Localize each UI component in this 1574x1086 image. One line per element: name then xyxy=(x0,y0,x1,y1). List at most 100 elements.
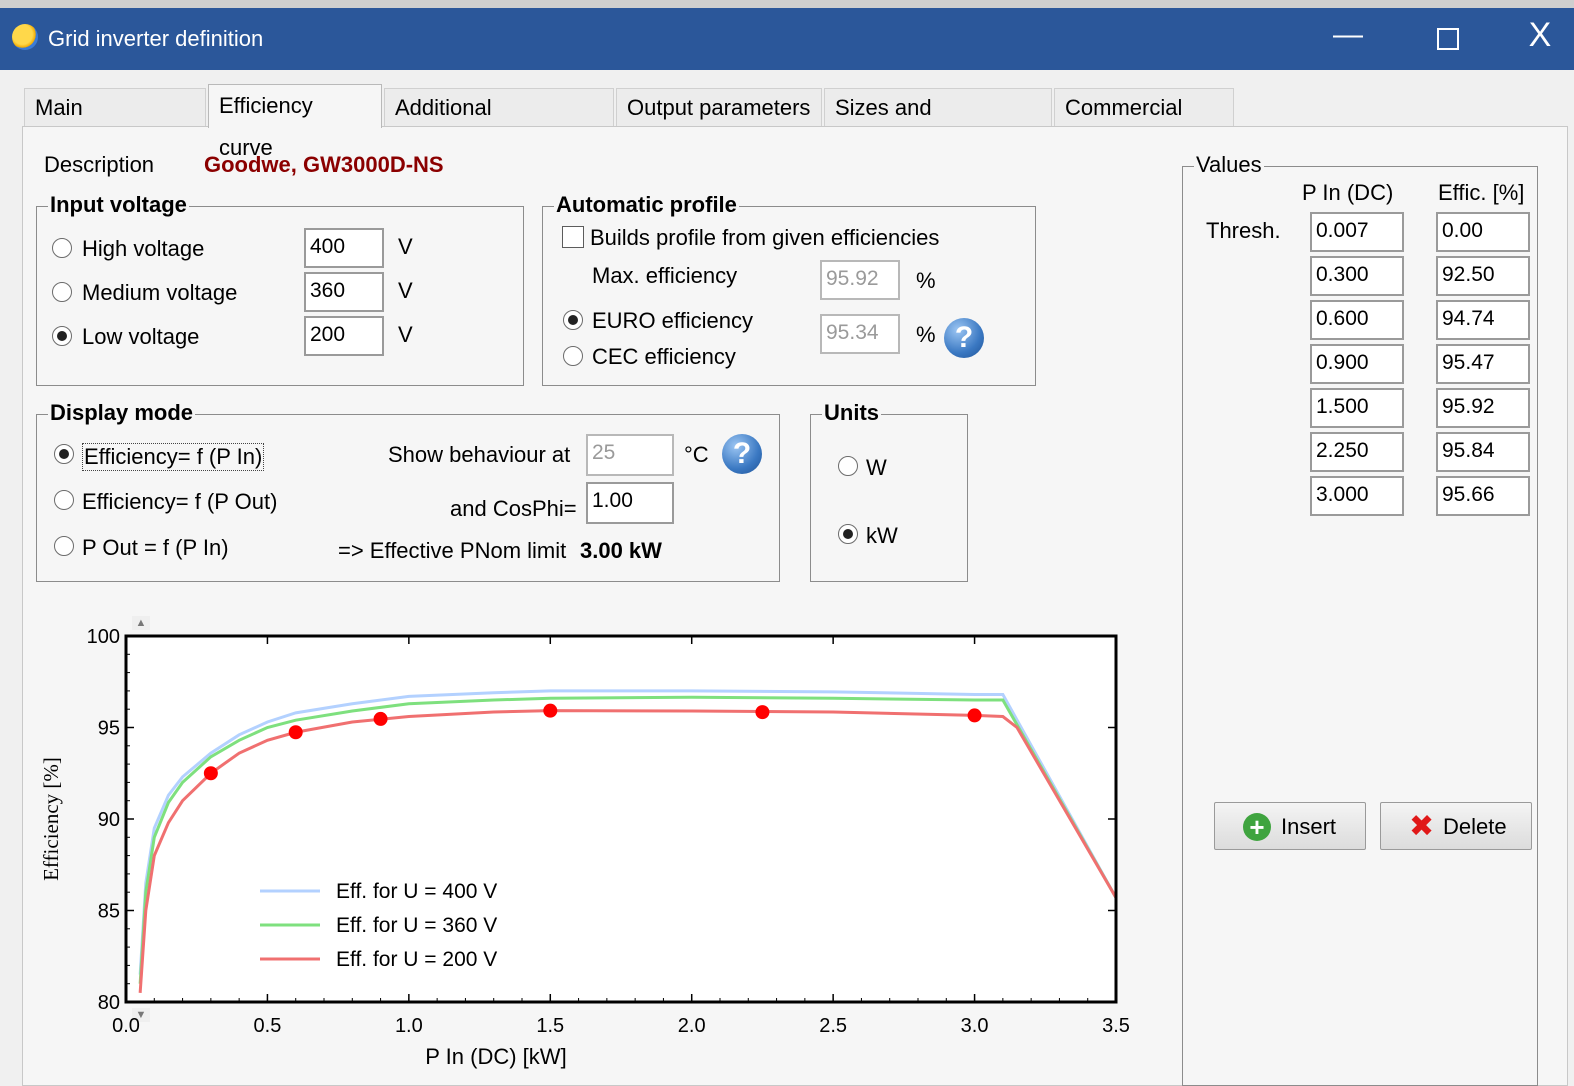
x-tick-label: 1.0 xyxy=(395,1015,423,1037)
tab-output-parameters[interactable]: Output parameters xyxy=(616,88,822,126)
units-w-label: W xyxy=(866,455,887,480)
data-point xyxy=(288,725,303,740)
data-point xyxy=(203,766,218,781)
units-group xyxy=(810,414,968,582)
automatic-profile-title: Automatic profile xyxy=(554,192,739,218)
units-kw-label: kW xyxy=(866,523,898,548)
max-efficiency-input[interactable]: 95.92 xyxy=(820,260,900,300)
data-point xyxy=(373,711,388,726)
pin-input-4[interactable]: 1.500 xyxy=(1310,388,1404,428)
high-voltage-unit: V xyxy=(398,234,413,259)
medium-voltage-radio[interactable] xyxy=(52,282,72,302)
efficiency-f-pout-label: Efficiency= f (P Out) xyxy=(82,489,278,514)
data-point xyxy=(543,703,558,718)
col-pin-header: P In (DC) xyxy=(1302,180,1394,205)
high-voltage-input[interactable]: 400 xyxy=(304,228,384,268)
automatic-profile-help-icon[interactable]: ? xyxy=(944,318,984,358)
title-bar[interactable]: Grid inverter definition — X xyxy=(0,8,1574,70)
maximize-button[interactable] xyxy=(1418,18,1478,58)
plus-icon: + xyxy=(1243,813,1271,841)
description-label: Description xyxy=(44,152,155,177)
efficiency-f-pout-radio[interactable] xyxy=(54,490,74,510)
display-mode-help-icon[interactable]: ? xyxy=(722,434,762,474)
plot-frame xyxy=(124,634,1118,1004)
series-line-1 xyxy=(138,689,1118,975)
low-voltage-unit: V xyxy=(398,322,413,347)
pin-input-6[interactable]: 3.000 xyxy=(1310,476,1404,516)
medium-voltage-label: Medium voltage xyxy=(82,280,238,305)
euro-efficiency-input[interactable]: 95.34 xyxy=(820,314,900,354)
pin-input-2[interactable]: 0.600 xyxy=(1310,300,1404,340)
pout-f-pin-label: P Out = f (P In) xyxy=(82,535,229,560)
y-tick-label: 90 xyxy=(98,809,120,831)
tab-efficiency-curve[interactable]: Efficiency curve xyxy=(208,84,382,160)
eff-input-6[interactable]: 95.66 xyxy=(1436,476,1530,516)
euro-efficiency-radio[interactable] xyxy=(563,310,583,330)
data-point xyxy=(967,708,982,723)
y-tick-label: 100 xyxy=(87,626,120,648)
x-tick-label: 1.5 xyxy=(536,1015,564,1037)
maximize-icon xyxy=(1437,28,1459,50)
eff-input-2[interactable]: 94.74 xyxy=(1436,300,1530,340)
pout-f-pin-radio[interactable] xyxy=(54,536,74,556)
high-voltage-radio[interactable] xyxy=(52,238,72,258)
builds-profile-checkbox[interactable] xyxy=(562,226,584,248)
app-icon xyxy=(12,24,38,50)
medium-voltage-input[interactable]: 360 xyxy=(304,272,384,312)
insert-button-label: Insert xyxy=(1281,814,1337,839)
x-tick-label: 0.5 xyxy=(254,1015,282,1037)
cosphi-label: and CosPhi= xyxy=(450,496,577,521)
max-efficiency-percent: % xyxy=(916,268,936,293)
units-kw-radio[interactable] xyxy=(838,524,858,544)
x-tick-label: 2.0 xyxy=(678,1015,706,1037)
eff-input-1[interactable]: 92.50 xyxy=(1436,256,1530,296)
delete-button[interactable]: ✖ Delete xyxy=(1380,802,1532,850)
pin-input-3[interactable]: 0.900 xyxy=(1310,344,1404,384)
ymin-spin-down[interactable]: ▼ xyxy=(132,1008,150,1022)
euro-efficiency-percent: % xyxy=(916,322,936,347)
values-title: Values xyxy=(1194,152,1264,178)
ymax-spin-up[interactable]: ▲ xyxy=(132,616,150,630)
euro-efficiency-label: EURO efficiency xyxy=(592,308,753,333)
close-button[interactable]: X xyxy=(1528,16,1552,54)
builds-profile-label: Builds profile from given efficiencies xyxy=(590,225,940,250)
input-voltage-group xyxy=(36,206,524,386)
eff-input-3[interactable]: 95.47 xyxy=(1436,344,1530,384)
x-tick-label: 2.5 xyxy=(819,1015,847,1037)
delete-button-label: Delete xyxy=(1443,814,1507,839)
cosphi-input[interactable]: 1.00 xyxy=(586,482,674,524)
medium-voltage-unit: V xyxy=(398,278,413,303)
legend-label-3: Eff. for U = 200 V xyxy=(336,948,497,971)
eff-input-4[interactable]: 95.92 xyxy=(1436,388,1530,428)
efficiency-f-pin-label: Efficiency= f (P In) xyxy=(82,443,265,471)
legend-label-1: Eff. for U = 400 V xyxy=(336,880,497,903)
automatic-profile-group xyxy=(542,206,1036,386)
y-tick-label: 85 xyxy=(98,901,120,923)
eff-input-5[interactable]: 95.84 xyxy=(1436,432,1530,472)
low-voltage-label: Low voltage xyxy=(82,324,200,349)
window-title: Grid inverter definition xyxy=(48,26,264,51)
x-tick-label: 0.0 xyxy=(112,1015,140,1037)
show-behaviour-label: Show behaviour at xyxy=(388,442,571,467)
pnom-limit-value: 3.00 kW xyxy=(580,538,662,563)
minimize-button[interactable]: — xyxy=(1333,18,1363,51)
pin-input-5[interactable]: 2.250 xyxy=(1310,432,1404,472)
units-w-radio[interactable] xyxy=(838,456,858,476)
pin-input-0[interactable]: 0.007 xyxy=(1310,212,1404,252)
low-voltage-input[interactable]: 200 xyxy=(304,316,384,356)
max-efficiency-label: Max. efficiency xyxy=(592,263,738,288)
units-title: Units xyxy=(822,400,881,426)
y-tick-label: 95 xyxy=(98,718,120,740)
low-voltage-radio[interactable] xyxy=(52,326,72,346)
pin-input-1[interactable]: 0.300 xyxy=(1310,256,1404,296)
description-value: Goodwe, GW3000D-NS xyxy=(204,152,444,177)
temperature-input[interactable]: 25 xyxy=(586,434,674,476)
eff-input-0[interactable]: 0.00 xyxy=(1436,212,1530,252)
high-voltage-label: High voltage xyxy=(82,236,205,261)
efficiency-f-pin-radio[interactable] xyxy=(54,444,74,464)
temperature-unit: °C xyxy=(684,442,709,467)
x-tick-label: 3.5 xyxy=(1102,1015,1130,1037)
insert-button[interactable]: + Insert xyxy=(1214,802,1366,850)
cec-efficiency-radio[interactable] xyxy=(563,346,583,366)
